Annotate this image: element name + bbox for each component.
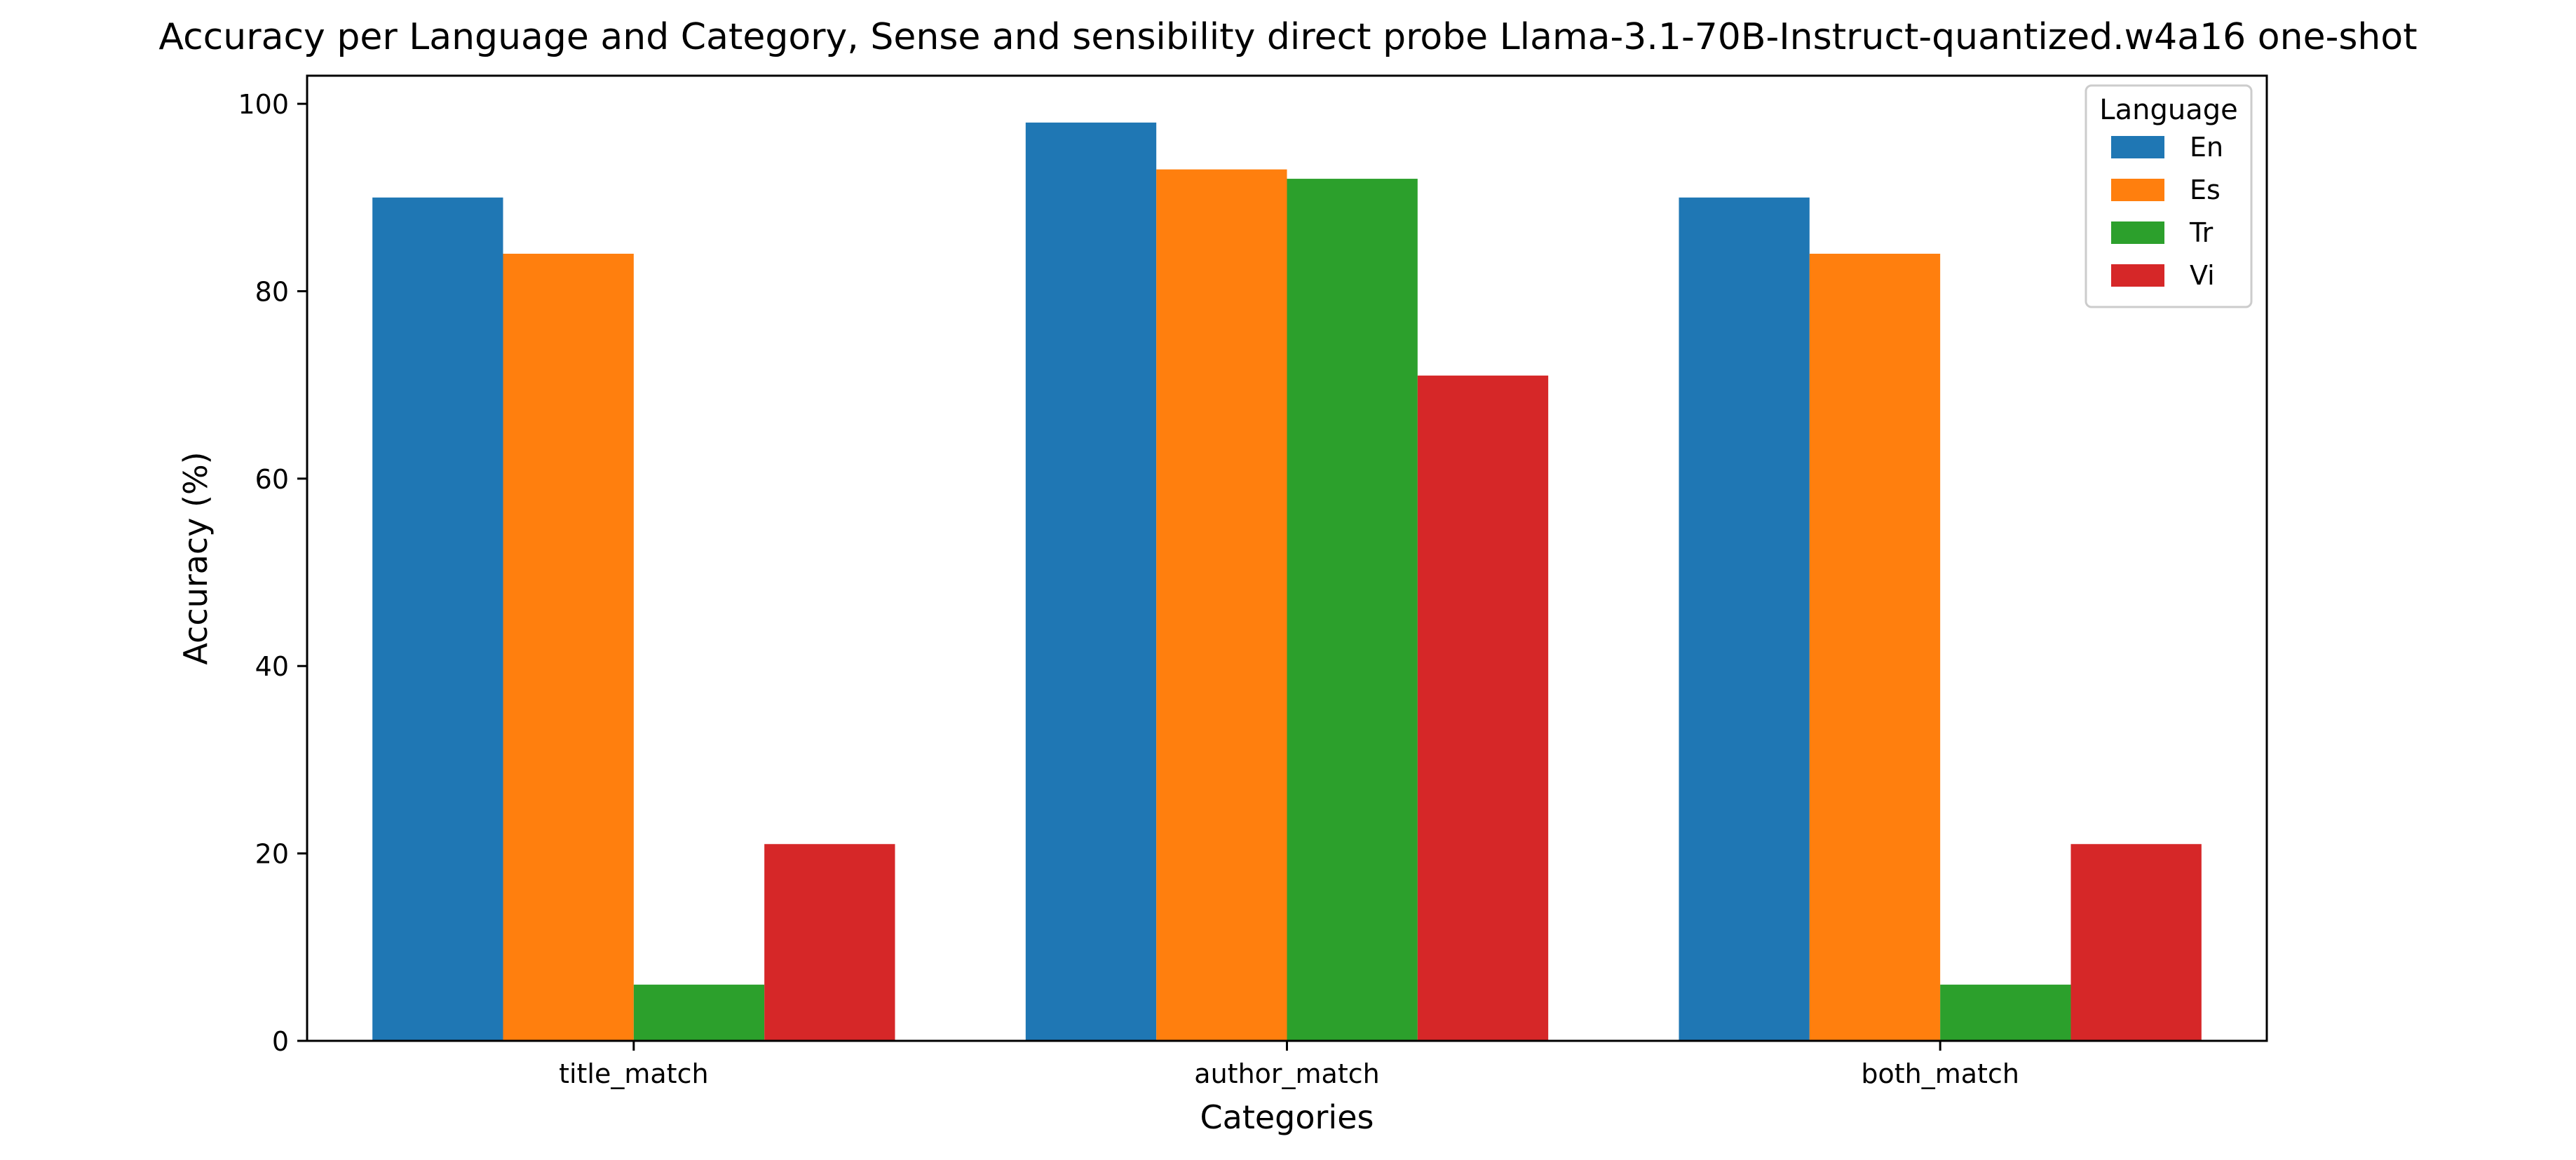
bar-es-author-match xyxy=(1156,169,1287,1041)
bar-es-title-match xyxy=(503,254,634,1041)
y-tick-label: 80 xyxy=(255,276,289,307)
y-tick-label: 60 xyxy=(255,464,289,495)
legend-swatch-vi xyxy=(2111,264,2164,287)
chart-title: Accuracy per Language and Category, Sens… xyxy=(158,16,2417,58)
x-tick-label: both_match xyxy=(1861,1058,2019,1089)
y-tick-label: 20 xyxy=(255,839,289,870)
y-tick-label: 0 xyxy=(272,1026,289,1057)
legend-swatch-en xyxy=(2111,136,2164,158)
y-axis-label: Accuracy (%) xyxy=(177,451,215,664)
legend-label-tr: Tr xyxy=(2189,217,2214,248)
x-axis: title_match author_match both_match xyxy=(559,1041,2019,1089)
bar-es-both-match xyxy=(1809,254,1941,1041)
y-tick-label: 40 xyxy=(255,651,289,682)
legend: Language En Es Tr Vi xyxy=(2084,84,2253,308)
bars-group xyxy=(372,122,2202,1042)
bar-vi-both-match xyxy=(2070,844,2202,1041)
bar-tr-both-match xyxy=(1940,984,2071,1041)
legend-swatch-es xyxy=(2111,179,2164,201)
x-tick-label: author_match xyxy=(1194,1058,1379,1089)
bar-en-title-match xyxy=(372,197,503,1041)
bar-en-author-match xyxy=(1025,122,1157,1041)
bar-vi-author-match xyxy=(1417,375,1549,1041)
bar-vi-title-match xyxy=(764,844,895,1041)
y-axis: 0 20 40 60 80 100 xyxy=(238,89,307,1057)
bar-en-both-match xyxy=(1679,197,1810,1041)
x-axis-label: Categories xyxy=(1200,1098,1374,1136)
legend-label-es: Es xyxy=(2190,175,2221,205)
y-tick-label: 100 xyxy=(238,89,289,120)
legend-swatch-tr xyxy=(2111,221,2164,244)
bar-tr-author-match xyxy=(1287,179,1418,1042)
legend-label-vi: Vi xyxy=(2190,260,2215,291)
legend-label-en: En xyxy=(2190,132,2223,163)
legend-items: En Es Tr Vi xyxy=(2111,132,2223,291)
legend-title: Language xyxy=(2099,94,2237,126)
bar-tr-title-match xyxy=(633,984,765,1041)
x-tick-label: title_match xyxy=(559,1058,708,1089)
